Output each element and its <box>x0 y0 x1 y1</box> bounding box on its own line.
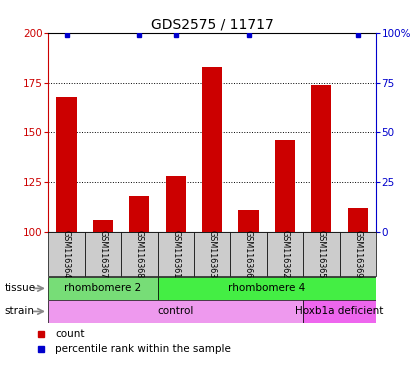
Text: GSM116368: GSM116368 <box>135 230 144 278</box>
Text: GSM116369: GSM116369 <box>353 230 362 278</box>
Bar <box>267 232 303 276</box>
Text: Hoxb1a deficient: Hoxb1a deficient <box>295 306 384 316</box>
Text: control: control <box>158 306 194 316</box>
Text: GSM116366: GSM116366 <box>244 230 253 278</box>
Bar <box>129 196 150 232</box>
Bar <box>158 232 194 276</box>
Bar <box>158 277 376 300</box>
Bar <box>48 277 158 300</box>
Text: count: count <box>55 329 84 339</box>
Bar <box>348 209 368 232</box>
Bar <box>202 66 222 232</box>
Bar <box>165 176 186 232</box>
Bar <box>275 141 295 232</box>
Text: GSM116364: GSM116364 <box>62 230 71 278</box>
Bar <box>57 96 76 232</box>
Text: GSM116362: GSM116362 <box>281 230 289 278</box>
Text: GSM116367: GSM116367 <box>98 230 108 278</box>
Bar <box>48 300 303 323</box>
Text: strain: strain <box>4 306 34 316</box>
Bar <box>239 210 259 232</box>
Text: percentile rank within the sample: percentile rank within the sample <box>55 344 231 354</box>
Text: rhombomere 2: rhombomere 2 <box>64 283 142 293</box>
Text: GSM116365: GSM116365 <box>317 230 326 278</box>
Bar <box>311 84 331 232</box>
Bar <box>303 300 376 323</box>
Text: tissue: tissue <box>4 283 35 293</box>
Text: GSM116361: GSM116361 <box>171 230 180 278</box>
Text: GSM116363: GSM116363 <box>207 230 217 278</box>
Bar <box>303 232 339 276</box>
Bar <box>121 232 158 276</box>
Title: GDS2575 / 11717: GDS2575 / 11717 <box>151 18 273 31</box>
Bar <box>48 232 85 276</box>
Bar <box>93 220 113 232</box>
Bar <box>230 232 267 276</box>
Bar <box>339 232 376 276</box>
Text: rhombomere 4: rhombomere 4 <box>228 283 305 293</box>
Bar <box>194 232 230 276</box>
Bar <box>85 232 121 276</box>
